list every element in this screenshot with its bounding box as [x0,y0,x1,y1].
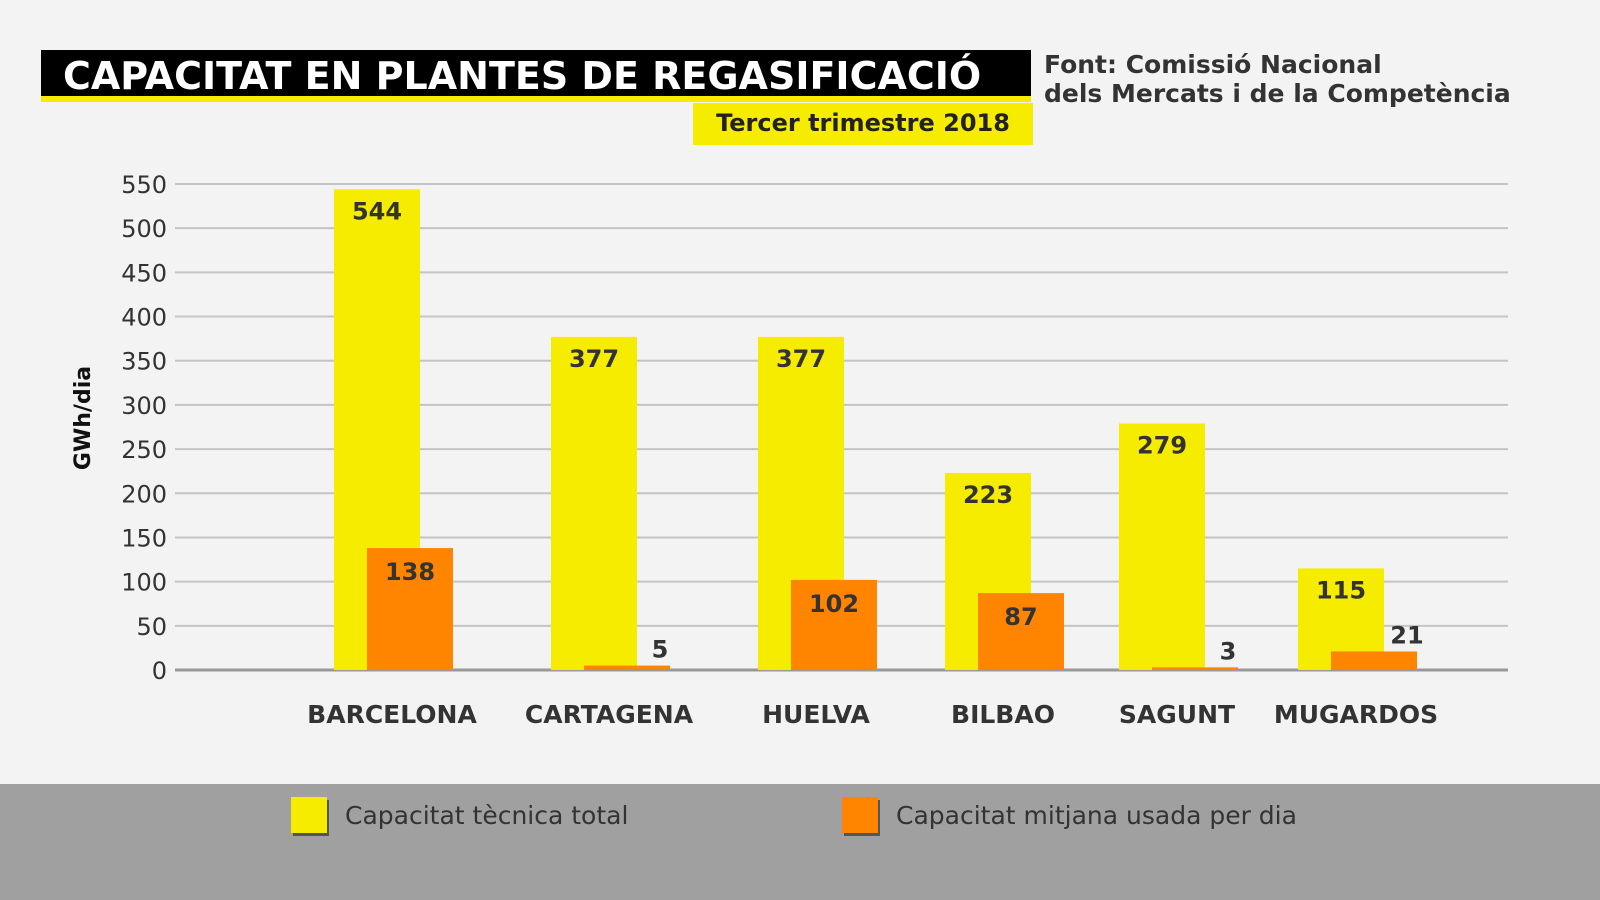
data-label-total: 377 [776,345,826,373]
data-label-total: 279 [1137,431,1187,459]
legend-item-total: Capacitat tècnica total [291,797,628,833]
y-tick-label: 100 [121,569,167,597]
y-tick-label: 400 [121,304,167,332]
source-line-1: Font: Comissió Nacional [1044,50,1382,79]
bar-total [551,336,637,670]
source-line-2: dels Mercats i de la Competència [1044,79,1511,108]
x-tick-label: MUGARDOS [1274,700,1438,729]
legend-item-used: Capacitat mitjana usada per dia [842,797,1297,833]
y-tick-label: 150 [121,524,167,552]
bar-used [791,579,877,670]
legend-label: Capacitat tècnica total [345,800,629,830]
legend-swatch-orange [842,797,878,833]
legend-label: Capacitat mitjana usada per dia [896,800,1297,830]
data-label-used: 138 [385,558,435,586]
chart-subtitle: Tercer trimestre 2018 [693,103,1033,145]
chart-title: CAPACITAT EN PLANTES DE REGASIFICACIÓ [41,50,1031,102]
y-tick-label: 500 [121,215,167,243]
data-label-used: 3 [1220,637,1237,665]
data-label-total: 223 [963,481,1013,509]
x-tick-label: BILBAO [951,700,1055,729]
y-tick-label: 50 [136,613,167,641]
data-label-total: 544 [352,197,402,225]
data-label-used: 5 [652,636,669,664]
legend-swatch-yellow [291,797,327,833]
x-tick-label: BARCELONA [307,700,477,729]
data-label-used: 21 [1390,621,1423,649]
x-tick-label: HUELVA [762,700,870,729]
y-tick-label: 450 [121,259,167,287]
bar-used [584,665,670,670]
y-tick-label: 0 [152,657,167,685]
data-label-total: 115 [1316,576,1366,604]
y-axis-label: GWh/dia [71,366,96,470]
bar-chart: 0 50 100 150 200 250 300 350 400 450 500 550 GWh/dia… [71,171,1508,729]
bar-used [978,593,1064,670]
y-tick-label: 350 [121,348,167,376]
x-tick-label: SAGUNT [1119,700,1235,729]
data-label-used: 87 [1004,603,1037,631]
data-label-used: 102 [809,590,859,618]
legend-bar [0,784,1600,900]
bar-total [1119,423,1205,670]
bar-used [1331,651,1417,670]
y-tick-label: 300 [121,392,167,420]
source-note: Font: Comissió Nacional dels Mercats i d… [1044,50,1511,108]
bar-used [1152,667,1238,670]
bar-used [367,548,453,670]
x-tick-label: CARTAGENA [525,700,694,729]
y-tick-label: 200 [121,480,167,508]
y-tick-label: 550 [121,171,167,199]
y-tick-label: 250 [121,436,167,464]
data-label-total: 377 [569,345,619,373]
